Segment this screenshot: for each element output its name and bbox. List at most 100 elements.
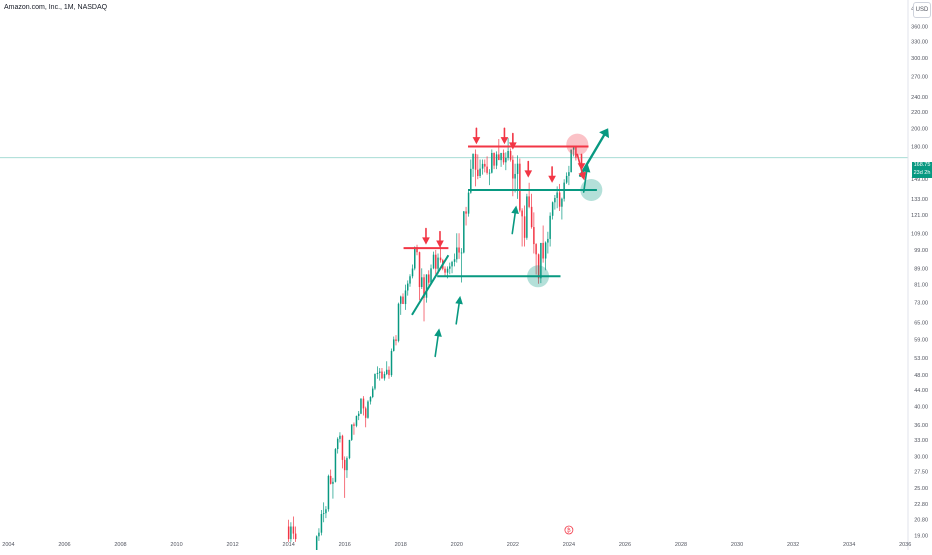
y-tick-label: 73.00 (914, 301, 928, 307)
y-tick-label: 89.00 (914, 266, 928, 272)
y-tick-label: 109.00 (911, 231, 928, 237)
candle-body (453, 259, 456, 262)
projection-arrow-head (599, 128, 610, 139)
down-arrow-head (524, 170, 533, 178)
candle-body (350, 424, 353, 440)
candle (484, 159, 486, 173)
candle-body (423, 277, 425, 298)
down-arrow[interactable] (509, 132, 517, 150)
projection-arrow[interactable] (578, 128, 610, 177)
candle (362, 396, 365, 416)
candle (519, 158, 521, 213)
candle-body (516, 163, 519, 174)
x-tick-label: 2036 (899, 542, 911, 548)
y-tick-label: 40.00 (914, 405, 928, 411)
support-highlight-circle[interactable] (527, 265, 550, 288)
candle (360, 398, 362, 415)
candle-body (463, 211, 465, 253)
candle-body (332, 481, 334, 484)
up-arrow[interactable] (511, 205, 519, 235)
candle (414, 246, 416, 271)
y-tick-label: 300.00 (911, 56, 928, 62)
candle (421, 268, 423, 289)
candle-body (334, 449, 337, 482)
candle-body (479, 168, 481, 176)
y-tick-label: 27.50 (914, 469, 928, 475)
candle-body (572, 146, 575, 150)
candle-body (411, 268, 414, 277)
support-highlight-circle[interactable] (580, 178, 603, 201)
candle (523, 205, 526, 247)
candle (467, 189, 470, 217)
candle-body (521, 210, 523, 217)
down-arrow[interactable] (422, 227, 430, 245)
candle-body (472, 153, 474, 169)
candle-body (486, 166, 488, 173)
y-tick-label: 44.00 (914, 388, 928, 394)
up-arrow[interactable] (434, 328, 442, 358)
y-tick-label: 36.00 (914, 423, 928, 429)
event-marker[interactable] (564, 525, 574, 535)
candle (325, 506, 327, 519)
x-tick-label: 2032 (787, 542, 799, 548)
candle-body (364, 408, 367, 418)
y-tick-label: 30.00 (914, 454, 928, 460)
y-tick-label: 99.00 (914, 248, 928, 254)
candle-body (467, 192, 470, 214)
last-price-badge: 168.75 23d 2h (912, 162, 932, 178)
candle (544, 241, 547, 271)
x-tick-label: 2034 (843, 542, 855, 548)
y-tick-label: 240.00 (911, 95, 928, 101)
candle (318, 528, 320, 541)
candle-body (451, 261, 453, 267)
y-tick-label: 149.00 (911, 177, 928, 183)
x-tick-label: 2008 (114, 542, 126, 548)
candle-body (530, 206, 533, 228)
candle (353, 422, 355, 435)
candle (378, 368, 381, 381)
trendline[interactable] (411, 254, 450, 316)
candle (341, 434, 344, 469)
candle-body (374, 374, 376, 389)
down-arrow[interactable] (524, 160, 533, 178)
symbol-title: Amazon.com, Inc., 1M, NASDAQ (4, 4, 108, 11)
candle-body (481, 163, 484, 169)
candle-body (509, 151, 512, 160)
candle (481, 159, 484, 175)
x-tick-label: 2030 (731, 542, 743, 548)
candle-body (430, 268, 432, 283)
y-tick-label: 133.00 (911, 197, 928, 203)
candle-body (535, 244, 537, 255)
candle-body (432, 254, 435, 269)
candle-body (371, 388, 374, 397)
down-arrow[interactable] (500, 127, 509, 145)
resistance-highlight-circle[interactable] (566, 133, 589, 156)
y-tick-label: 200.00 (911, 126, 928, 132)
candle (407, 280, 409, 296)
currency-button[interactable]: USD (913, 2, 931, 18)
down-arrow[interactable] (548, 166, 556, 183)
candle (327, 474, 330, 512)
candle-body (402, 296, 404, 305)
up-arrow[interactable] (455, 295, 463, 325)
candle-body (400, 296, 402, 304)
candle-body (290, 526, 292, 540)
down-arrow-shaft (576, 153, 584, 174)
down-arrow[interactable] (472, 127, 481, 145)
candle (364, 406, 367, 428)
candle-body (493, 152, 495, 166)
candle (430, 264, 432, 285)
up-arrow[interactable] (582, 164, 591, 193)
y-tick-label: 330.00 (911, 40, 928, 46)
candle-body (498, 154, 500, 161)
down-arrow[interactable] (436, 230, 444, 248)
candle-body (353, 424, 355, 426)
candle-body (549, 215, 551, 239)
candle-body (540, 242, 542, 279)
down-arrow[interactable] (576, 153, 586, 181)
candle-body (327, 475, 330, 510)
candle-body (315, 536, 318, 552)
candle-body (360, 398, 362, 414)
